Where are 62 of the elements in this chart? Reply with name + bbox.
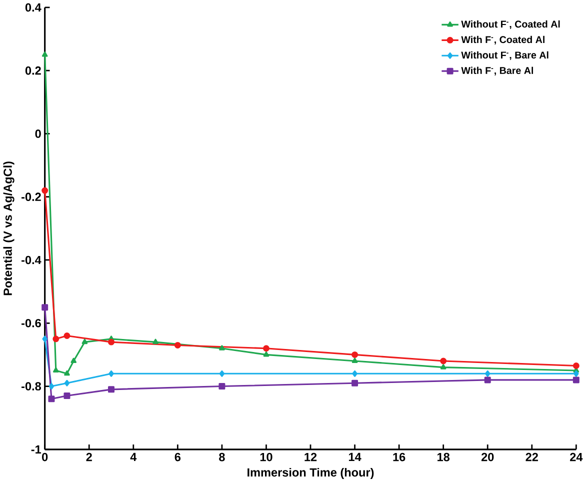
point bbox=[352, 380, 358, 386]
x-tick-label: 0 bbox=[42, 452, 48, 462]
x-tick-label: 2 bbox=[86, 452, 92, 461]
point bbox=[108, 370, 114, 377]
x-tick-label: 10 bbox=[260, 452, 272, 462]
point bbox=[152, 338, 158, 344]
x-tick-label: 4 bbox=[130, 452, 137, 461]
point bbox=[64, 392, 70, 399]
y-tick-label: -0.2 bbox=[22, 192, 41, 201]
point bbox=[108, 386, 114, 393]
point bbox=[484, 370, 490, 377]
point bbox=[440, 364, 446, 370]
y-axis-title: Potential (V vs Ag/AgCl) bbox=[3, 161, 14, 295]
point bbox=[574, 370, 579, 377]
point bbox=[52, 367, 59, 372]
x-tick-label: 6 bbox=[174, 452, 181, 462]
point bbox=[42, 187, 48, 194]
y-tick-label: 0.4 bbox=[25, 3, 42, 12]
point bbox=[174, 342, 181, 348]
legend-label: With F$^{-}$, Bare Al bbox=[461, 66, 534, 76]
point bbox=[218, 382, 226, 390]
x-tick-label: 18 bbox=[438, 452, 450, 462]
x-tick-label: 24 bbox=[570, 452, 583, 461]
point bbox=[263, 351, 270, 357]
point bbox=[219, 345, 225, 350]
x-tick-label: 14 bbox=[348, 452, 362, 461]
point bbox=[64, 370, 70, 376]
x-tick-label: 16 bbox=[393, 452, 406, 462]
point bbox=[52, 336, 60, 342]
x-tick-label: 22 bbox=[526, 452, 538, 461]
y-tick-label: -0.8 bbox=[22, 382, 41, 390]
x-tick-label: 12 bbox=[304, 452, 317, 461]
legend-label: With F$^{-}$, Coated Al bbox=[461, 36, 544, 44]
point bbox=[48, 396, 55, 402]
point bbox=[352, 351, 358, 358]
y-tick-label: -0.6 bbox=[22, 318, 41, 328]
point bbox=[352, 370, 358, 377]
point bbox=[484, 376, 491, 384]
point bbox=[48, 382, 54, 390]
point bbox=[64, 332, 70, 339]
y-tick-label: -0.4 bbox=[22, 256, 42, 264]
point bbox=[70, 358, 77, 363]
point bbox=[82, 338, 88, 344]
point bbox=[572, 376, 580, 384]
y-tick-label: 0.2 bbox=[25, 66, 41, 75]
point bbox=[42, 304, 48, 310]
point bbox=[440, 358, 447, 364]
legend-label: Without F$^{-}$, Coated Al bbox=[461, 20, 560, 29]
x-axis-title: Immersion Time (hour) bbox=[248, 468, 374, 479]
x-tick-label: 20 bbox=[481, 452, 494, 462]
point bbox=[262, 345, 270, 352]
x-tick-label: 8 bbox=[219, 452, 225, 462]
point bbox=[108, 338, 114, 346]
point bbox=[572, 362, 580, 369]
point bbox=[352, 358, 358, 363]
point bbox=[64, 380, 70, 386]
point bbox=[219, 370, 225, 377]
point bbox=[42, 336, 48, 342]
point bbox=[42, 51, 48, 57]
y-tick-label: 0 bbox=[35, 129, 41, 138]
y-tick-label: -1 bbox=[31, 445, 42, 454]
legend-label: Without F$^{-}$, Bare Al bbox=[461, 51, 548, 60]
